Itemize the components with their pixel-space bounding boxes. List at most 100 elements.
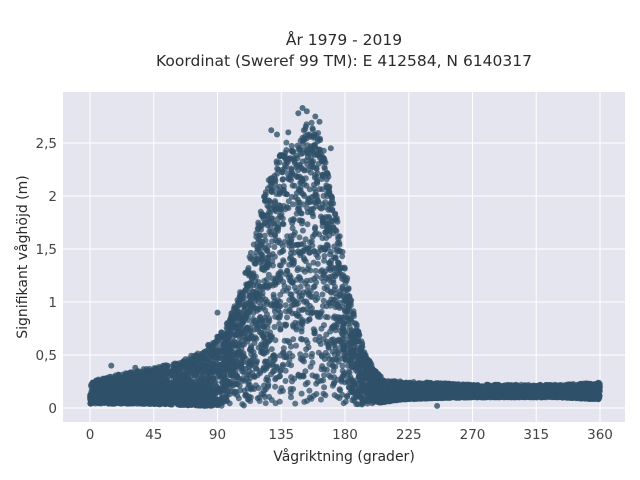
- data-point: [295, 199, 302, 206]
- data-point: [244, 324, 251, 331]
- data-point: [316, 231, 323, 238]
- data-point: [265, 271, 272, 278]
- data-point: [282, 367, 289, 374]
- data-point: [276, 320, 283, 327]
- data-point: [312, 373, 319, 380]
- data-point: [326, 372, 333, 379]
- data-point: [266, 198, 273, 204]
- data-point: [336, 338, 343, 345]
- data-point: [294, 174, 301, 180]
- data-point: [350, 311, 357, 318]
- data-point: [265, 177, 272, 184]
- data-point: [302, 381, 309, 388]
- data-point: [308, 119, 315, 126]
- data-point: [272, 237, 279, 244]
- data-point: [265, 383, 272, 390]
- data-point: [317, 268, 324, 275]
- data-point: [262, 296, 269, 303]
- data-point: [335, 259, 342, 266]
- data-point: [298, 320, 305, 326]
- data-point: [290, 148, 297, 155]
- data-point: [322, 313, 329, 320]
- data-point: [349, 384, 356, 391]
- data-point: [301, 256, 308, 263]
- data-point: [337, 387, 344, 394]
- data-point: [255, 299, 262, 305]
- data-point: [318, 176, 325, 182]
- data-point: [277, 368, 284, 375]
- data-point: [305, 196, 312, 203]
- data-point: [290, 336, 297, 343]
- data-point: [327, 302, 334, 309]
- data-point: [250, 315, 257, 322]
- data-point: [298, 390, 305, 397]
- data-point: [283, 139, 290, 146]
- data-point: [323, 366, 330, 373]
- data-point: [317, 213, 324, 220]
- data-point: [321, 372, 328, 379]
- data-point: [272, 383, 279, 390]
- data-point: [313, 273, 320, 280]
- data-point: [331, 351, 338, 358]
- data-point: [280, 247, 287, 254]
- data-point: [285, 198, 292, 205]
- data-point: [330, 324, 337, 331]
- data-point: [309, 125, 316, 132]
- data-point: [283, 287, 290, 294]
- data-point: [355, 357, 362, 364]
- data-point: [320, 297, 327, 304]
- data-point: [250, 241, 257, 248]
- data-point: [248, 347, 255, 354]
- data-point: [261, 232, 268, 239]
- data-point: [342, 398, 349, 405]
- data-point: [312, 267, 319, 274]
- data-point: [253, 321, 260, 328]
- data-point: [251, 340, 258, 346]
- data-point: [321, 257, 328, 264]
- data-point: [293, 288, 300, 294]
- data-point: [310, 259, 317, 266]
- data-point: [303, 121, 310, 128]
- data-point: [261, 198, 268, 204]
- data-point: [321, 253, 328, 259]
- data-point: [239, 368, 246, 375]
- data-point: [293, 326, 300, 333]
- data-point: [304, 283, 311, 290]
- data-point: [268, 346, 275, 353]
- data-point: [329, 382, 336, 389]
- data-point: [308, 133, 315, 139]
- data-point: [289, 225, 296, 232]
- data-point: [271, 253, 278, 260]
- data-point: [276, 398, 283, 405]
- data-point: [301, 398, 308, 405]
- data-point: [318, 275, 325, 281]
- data-point: [300, 373, 307, 380]
- data-point: [304, 221, 311, 228]
- data-point: [255, 385, 262, 391]
- data-point: [344, 318, 351, 325]
- data-point: [311, 283, 318, 290]
- data-point: [282, 378, 289, 384]
- data-point: [330, 367, 337, 374]
- data-point: [344, 392, 351, 399]
- data-point: [303, 346, 310, 353]
- data-point: [277, 373, 283, 380]
- chart-title: År 1979 - 2019: [286, 30, 402, 49]
- data-point: [299, 227, 306, 234]
- data-point: [284, 314, 290, 321]
- data-point: [309, 233, 316, 240]
- data-point: [321, 164, 328, 171]
- data-point: [306, 316, 313, 323]
- data-point: [251, 386, 258, 392]
- data-point: [328, 248, 334, 255]
- data-point: [280, 345, 287, 352]
- data-point: [271, 244, 278, 250]
- data-point: [309, 210, 316, 217]
- data-point: [263, 276, 270, 283]
- data-point: [294, 300, 301, 307]
- data-point: [339, 367, 346, 374]
- data-point: [334, 393, 341, 400]
- data-point: [290, 217, 297, 224]
- data-point: [231, 388, 238, 395]
